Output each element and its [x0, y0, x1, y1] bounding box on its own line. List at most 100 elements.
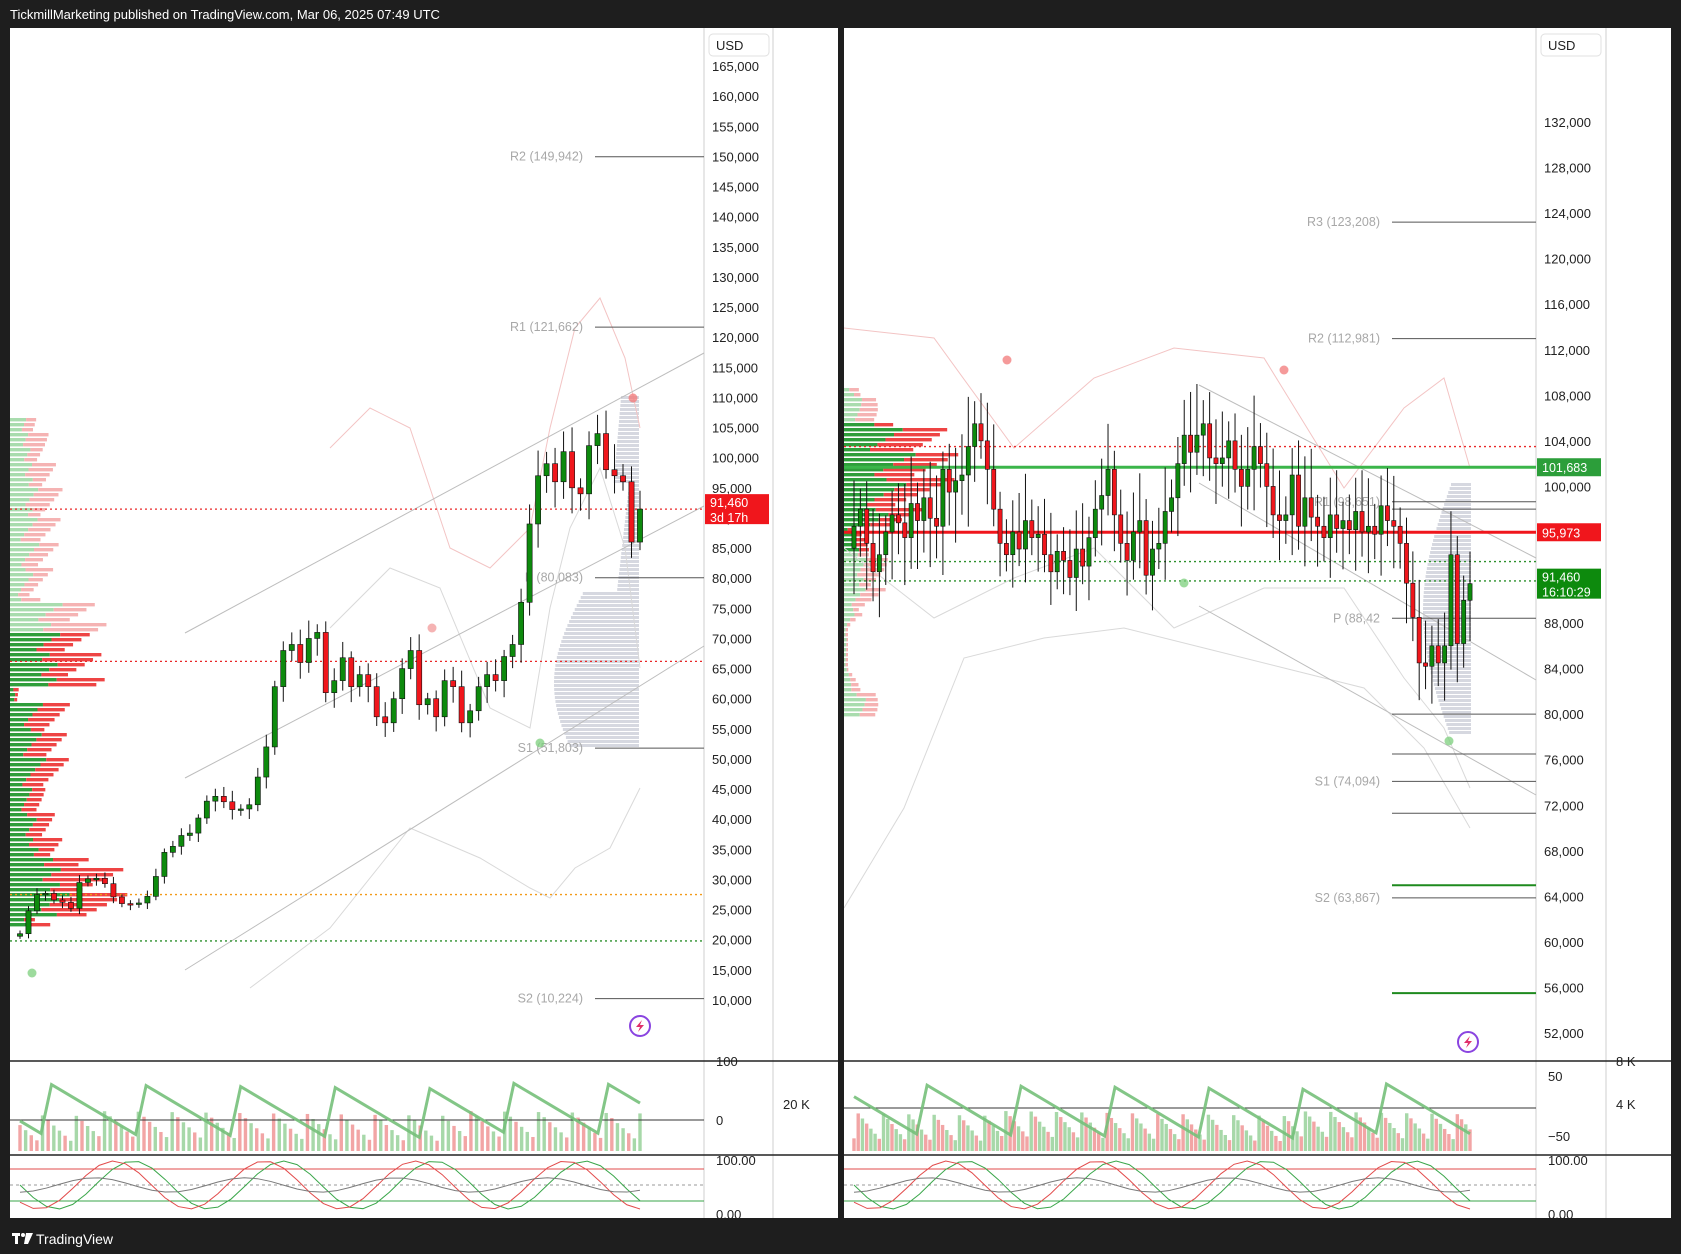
profile-bar-up — [844, 693, 857, 697]
session-profile-bar — [1436, 527, 1471, 530]
candle-body — [1283, 514, 1289, 521]
volume-bar — [1337, 1122, 1341, 1151]
candle-body — [611, 469, 618, 477]
volume-bar — [604, 1112, 608, 1151]
profile-bar-down — [51, 638, 82, 642]
candle-body — [586, 445, 592, 495]
profile-bar-up — [844, 633, 846, 637]
price-tag-value: 91,460 — [710, 496, 748, 510]
profile-bar-down — [35, 768, 59, 772]
profile-bar-up — [10, 618, 39, 622]
candle-body — [984, 440, 990, 470]
profile-bar-up — [10, 598, 22, 602]
session-profile-bar — [554, 696, 639, 699]
candle-body — [1067, 560, 1073, 578]
candle-body — [946, 469, 952, 493]
candle-body — [560, 451, 567, 483]
right-chart-svg[interactable]: R3 (123,208)R2 (112,981)R1 (98,651)P (88… — [844, 28, 1671, 1218]
volume-bar — [1012, 1121, 1017, 1151]
candle-body — [1169, 497, 1174, 512]
candle-body — [1143, 520, 1149, 576]
candle-body — [1308, 497, 1314, 518]
profile-bar-down — [859, 408, 878, 412]
profile-bar-up — [10, 453, 28, 457]
profile-bar-down — [865, 588, 886, 592]
profile-bar-down — [37, 518, 61, 522]
volume-bar — [435, 1140, 439, 1151]
currency-button[interactable] — [708, 33, 770, 57]
session-profile-bar — [562, 728, 639, 731]
profile-bar-up — [844, 568, 861, 572]
price-tag-countdown: 16:10:29 — [1542, 586, 1591, 600]
volume-bar — [1075, 1137, 1080, 1151]
volume-bar — [457, 1130, 462, 1151]
band-line — [844, 627, 1471, 909]
currency-button[interactable] — [1540, 33, 1602, 57]
session-profile-bar — [555, 664, 639, 667]
profile-bar-up — [10, 833, 26, 837]
session-profile-bar — [1438, 519, 1471, 522]
session-profile-bar — [619, 572, 639, 575]
candle-body — [577, 487, 584, 495]
profile-bar-up — [10, 653, 50, 657]
volume-bar — [1054, 1111, 1059, 1151]
session-profile-bar — [554, 668, 639, 671]
profile-bar-up — [10, 623, 52, 627]
volume-bar — [1080, 1112, 1084, 1151]
session-profile-bar — [1441, 511, 1471, 514]
profile-bar-down — [29, 498, 55, 502]
volume-bar — [970, 1130, 974, 1151]
profile-bar-up — [10, 818, 37, 822]
volume-bar — [69, 1140, 73, 1151]
profile-bar-down — [854, 613, 863, 617]
right-chart-panel[interactable]: R3 (123,208) R2 (112,981) R1 (98,651) P (88… — [844, 28, 1671, 1218]
profile-bar-up — [844, 473, 875, 477]
candle-body — [620, 475, 626, 483]
session-profile-bar — [561, 724, 639, 727]
candle-body — [1245, 469, 1251, 487]
volume-bar — [379, 1119, 383, 1151]
volume-bar — [877, 1138, 882, 1151]
profile-bar-up — [844, 603, 852, 607]
session-profile-bar — [622, 544, 639, 547]
volume-bar — [463, 1136, 467, 1151]
candle-body — [1023, 520, 1028, 550]
candle-body — [195, 817, 202, 834]
volume-bar — [204, 1112, 208, 1151]
volume-bar — [1316, 1126, 1320, 1151]
candle-body — [959, 474, 965, 482]
price-tick-label: 130,000 — [712, 270, 759, 285]
price-tick-label: 35,000 — [712, 842, 752, 857]
profile-bar-up — [844, 628, 846, 632]
volume-bar — [519, 1126, 524, 1151]
volume-bar — [949, 1135, 953, 1151]
volume-bar — [581, 1122, 586, 1151]
profile-bar-up — [10, 603, 63, 607]
volume-bar — [1059, 1117, 1063, 1151]
publish-header: TickmillMarketing published on TradingVi… — [0, 0, 1681, 28]
left-chart-svg[interactable]: R2 (149,942) R1 (121,662) P (80,083) S1 (51… — [10, 28, 838, 1218]
oscillator-scale-label: 50 — [1548, 1069, 1562, 1084]
profile-bar-down — [28, 483, 43, 487]
session-profile-bar — [1425, 647, 1471, 650]
volume-bar — [52, 1125, 56, 1151]
volume-bar — [1350, 1137, 1354, 1151]
session-profile-bar — [567, 624, 639, 627]
price-levels-left: R2 (149,942) R1 (121,662) P (80,083) S1 (51… — [10, 150, 704, 1006]
price-tick-label: 30,000 — [712, 872, 752, 887]
volume-bar — [1468, 1129, 1472, 1151]
price-tick-label: 108,000 — [1544, 388, 1591, 403]
volume-bar — [384, 1125, 389, 1151]
session-profile-bar — [562, 636, 639, 639]
session-profile-bar — [618, 424, 639, 427]
session-profile-bar — [1429, 667, 1471, 670]
candle-body — [1105, 469, 1111, 496]
stochastic-line — [853, 1177, 1471, 1193]
profile-bar-up — [10, 583, 25, 587]
left-chart-panel[interactable]: R2 (149,942) R1 (121,662) P (80,083) S1 (51… — [10, 28, 838, 1218]
candle-body — [1111, 469, 1117, 516]
profile-bar-down — [874, 473, 915, 477]
profile-bar-down — [27, 453, 41, 457]
profile-bar-up — [10, 793, 30, 797]
price-tag-countdown: 3d 17h — [710, 511, 748, 525]
